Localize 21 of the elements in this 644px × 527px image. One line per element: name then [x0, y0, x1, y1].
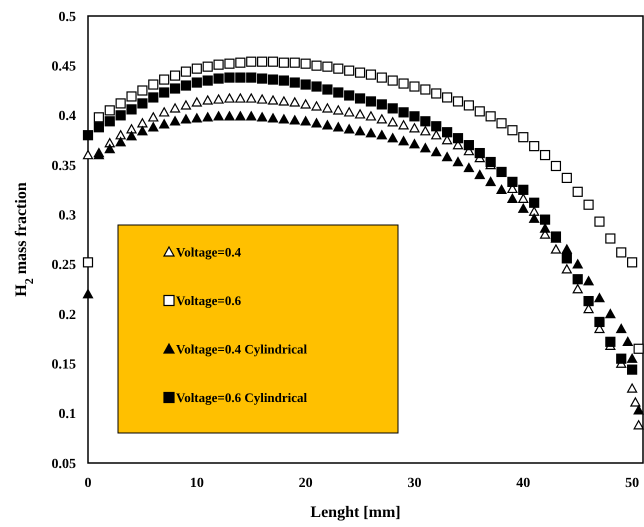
- y-tick-label: 0.3: [58, 208, 76, 224]
- legend-label: Voltage=0.4: [176, 244, 242, 260]
- y-tick-label: 0.15: [52, 358, 76, 373]
- x-tick-label: 30: [407, 476, 422, 491]
- x-tick-label: 20: [298, 476, 313, 491]
- x-tick-label: 40: [516, 476, 530, 491]
- x-axis-title: Lenght [mm]: [310, 504, 401, 521]
- legend-label: Voltage=0.6: [176, 293, 242, 308]
- y-tick-label: 0.1: [58, 407, 76, 422]
- y-tick-label: 0.35: [52, 158, 76, 174]
- y-tick-label: 0.25: [52, 258, 76, 274]
- y-tick-label: 0.5: [58, 10, 76, 25]
- y-tick-label: 0.45: [52, 60, 76, 75]
- y-tick-label: 0.05: [52, 456, 76, 472]
- y-tick-label: 0.4: [58, 109, 76, 124]
- legend-label: Voltage=0.4 Cylindrical: [176, 342, 308, 357]
- legend-label: Voltage=0.6 Cylindrical: [176, 390, 308, 406]
- x-tick-label: 50: [625, 476, 640, 491]
- x-tick-label: 10: [190, 476, 204, 491]
- y-tick-label: 0.2: [58, 308, 76, 323]
- x-tick-label: 0: [84, 476, 92, 491]
